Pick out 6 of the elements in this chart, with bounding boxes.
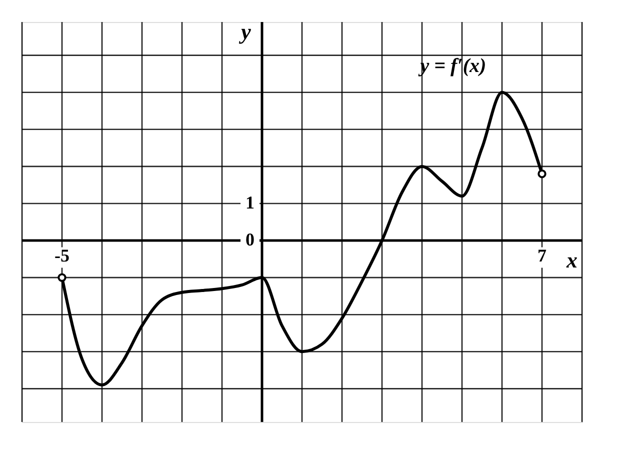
x-tick-label: -5 (54, 246, 70, 266)
y-axis-title: y (238, 19, 252, 44)
y-tick-label: 1 (246, 192, 254, 212)
x-tick-label: 7 (538, 246, 546, 266)
x-axis-title: x (566, 248, 578, 273)
y-tick-label: 0 (246, 230, 254, 250)
